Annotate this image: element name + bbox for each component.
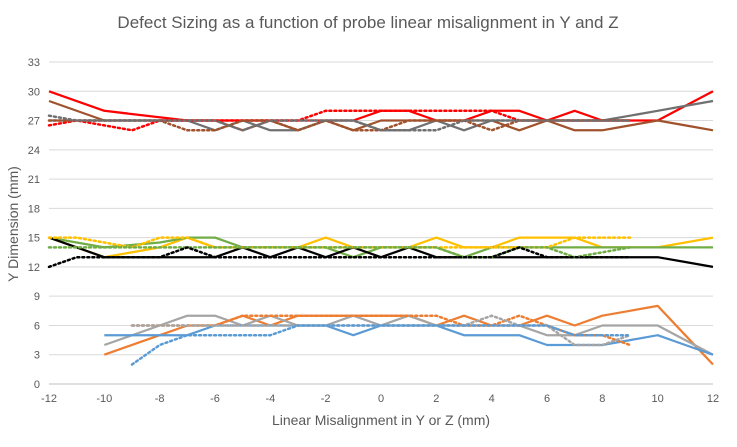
x-tick-label: -8 <box>155 393 165 405</box>
x-tick-label: 0 <box>378 393 384 405</box>
series-line-15 <box>104 324 714 356</box>
series-line-1 <box>48 90 714 122</box>
series-line-6 <box>47 114 632 132</box>
series-lines <box>47 90 714 366</box>
y-tick-label: 15 <box>28 233 40 245</box>
y-tick-label: 18 <box>28 203 40 215</box>
y-tick-label: 27 <box>28 116 40 128</box>
x-tick-label: 6 <box>544 393 550 405</box>
y-axis-label: Y Dimension (mm) <box>5 166 21 282</box>
x-tick-label: -4 <box>265 393 275 405</box>
y-tick-label: 33 <box>28 57 40 69</box>
series-line-17 <box>130 314 632 347</box>
series-line-18 <box>130 324 632 366</box>
x-tick-label: 12 <box>707 393 719 405</box>
series-line-12 <box>47 246 632 269</box>
y-tick-label: 21 <box>28 174 40 186</box>
y-tick-label: 12 <box>28 262 40 274</box>
y-tick-label: 30 <box>28 86 40 98</box>
y-tick-label: 24 <box>28 145 40 157</box>
series-line-11 <box>47 246 632 259</box>
x-tick-label: 2 <box>433 393 439 405</box>
x-tick-label: -2 <box>321 393 331 405</box>
y-tick-label: 0 <box>34 379 40 391</box>
y-tick-label: 9 <box>34 291 40 303</box>
x-axis-label: Linear Misalignment in Y or Z (mm) <box>272 412 490 428</box>
x-tick-label: 10 <box>652 393 664 405</box>
y-tick-label: 6 <box>34 320 40 332</box>
y-tick-label: 3 <box>34 350 40 362</box>
x-tick-label: -6 <box>210 393 220 405</box>
x-tick-label: 8 <box>599 393 605 405</box>
chart-title: Defect Sizing as a function of probe lin… <box>117 13 618 32</box>
x-tick-label: -12 <box>41 393 57 405</box>
x-tick-label: 4 <box>489 393 495 405</box>
x-tick-label: -10 <box>96 393 112 405</box>
